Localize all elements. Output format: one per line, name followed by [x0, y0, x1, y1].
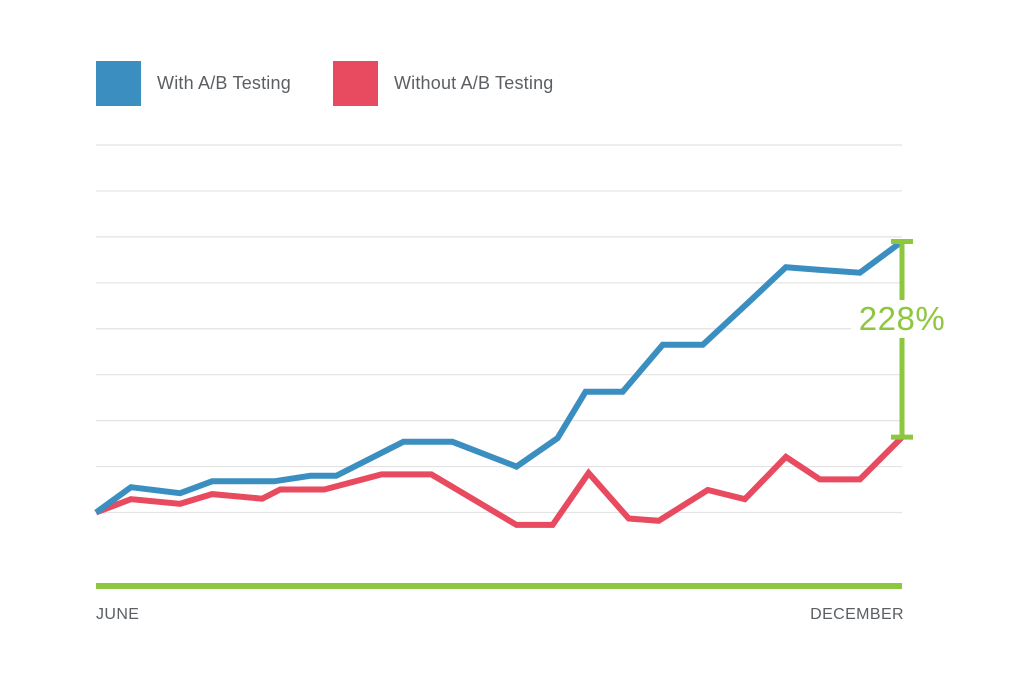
gridlines [96, 144, 902, 514]
range-marker [891, 238, 913, 440]
difference-annotation: 228% [851, 300, 953, 338]
series-lines [94, 239, 905, 528]
series-line-without-ab-testing [94, 435, 905, 528]
legend-swatch-without [332, 60, 378, 106]
series-line-with-ab-testing [94, 239, 904, 515]
legend-item-without: Without A/B Testing [332, 60, 554, 106]
legend-label-without: Without A/B Testing [393, 72, 554, 93]
x-axis-end-label: DECEMBER [810, 606, 904, 623]
legend: With A/B Testing Without A/B Testing [96, 60, 596, 106]
legend-swatch-with [96, 60, 141, 106]
legend-label-with: With A/B Testing [157, 72, 291, 93]
legend-item-with: With A/B Testing [96, 60, 291, 106]
x-axis-start-label: JUNE [96, 606, 140, 623]
